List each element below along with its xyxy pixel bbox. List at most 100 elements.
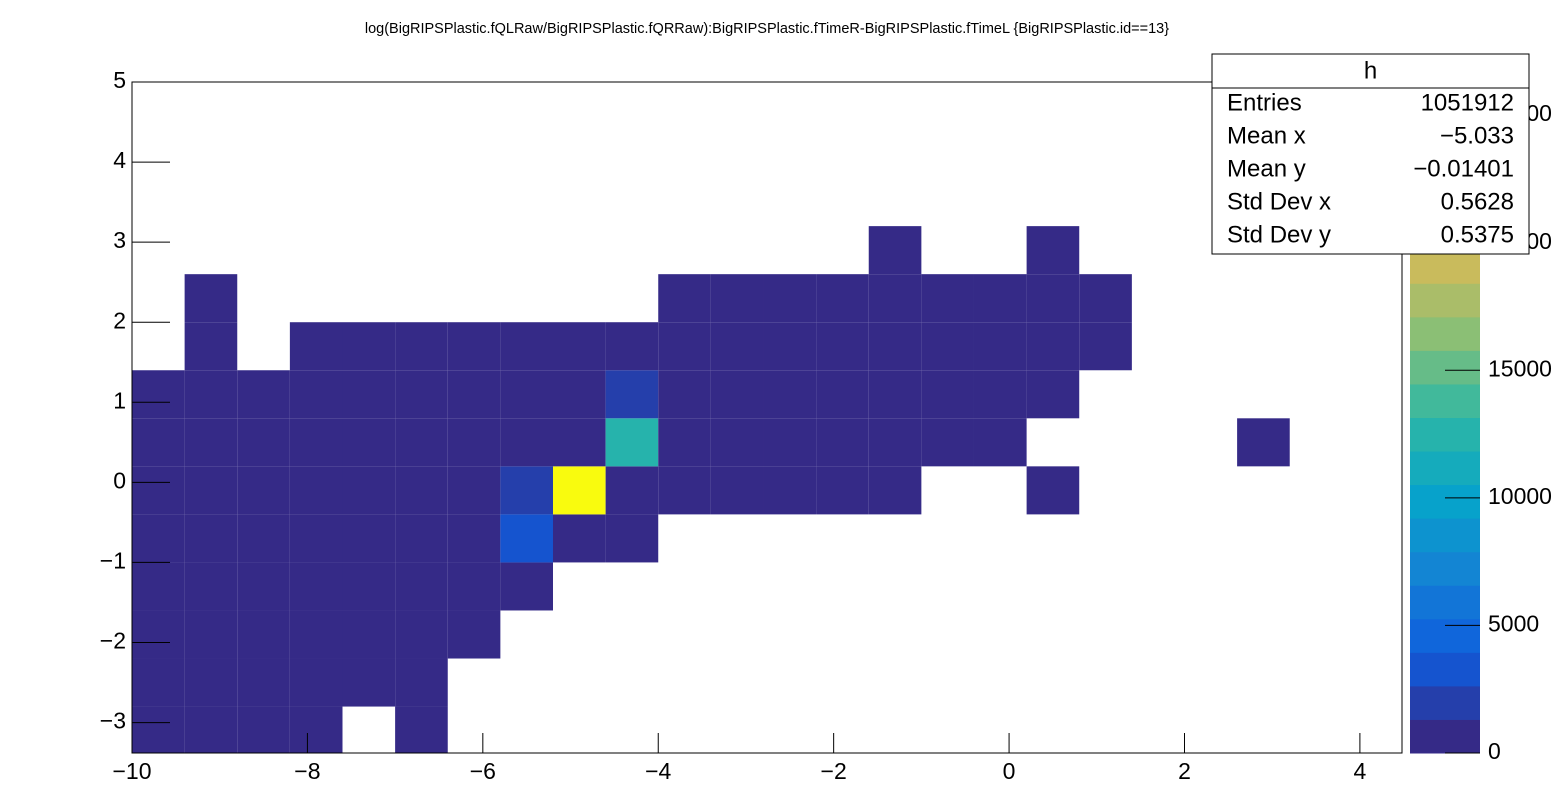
cell <box>606 130 659 178</box>
cell <box>132 466 185 515</box>
cell <box>763 610 816 658</box>
cell <box>552 322 606 371</box>
cell <box>448 707 501 755</box>
cell <box>658 322 711 371</box>
cell <box>869 659 922 707</box>
cell <box>658 130 711 178</box>
cell <box>395 82 448 130</box>
cell <box>1342 322 1395 370</box>
cell <box>711 82 764 130</box>
cell <box>1237 466 1290 514</box>
cell <box>816 274 869 323</box>
cell <box>342 418 396 467</box>
cell <box>1027 659 1080 707</box>
cell <box>185 226 238 274</box>
cell <box>184 658 238 707</box>
cell <box>185 178 238 226</box>
cell <box>184 370 238 419</box>
y-tick-label: 1 <box>113 387 126 413</box>
cell <box>763 274 817 323</box>
cell <box>711 610 764 658</box>
cell <box>132 82 185 130</box>
cell <box>553 562 606 610</box>
palette-band <box>1410 719 1480 754</box>
cell <box>1079 466 1132 514</box>
cell <box>1290 370 1343 418</box>
cell <box>1132 226 1185 274</box>
stats-label: Mean y <box>1227 155 1306 182</box>
stats-label: Mean x <box>1227 122 1306 149</box>
cell <box>1184 370 1237 418</box>
cell <box>1132 322 1185 370</box>
cell <box>606 610 659 658</box>
cell <box>448 82 501 130</box>
cell <box>132 226 185 274</box>
cell <box>1184 610 1237 658</box>
cell <box>237 658 290 707</box>
cell <box>658 82 711 130</box>
cell <box>1026 466 1080 515</box>
cell <box>553 707 606 755</box>
cell <box>1342 514 1395 562</box>
cell <box>763 82 816 130</box>
plot-frame <box>131 81 1403 754</box>
cell <box>552 514 606 563</box>
cell <box>500 226 553 274</box>
cell <box>132 418 185 467</box>
cell <box>1237 610 1290 658</box>
cell <box>1290 466 1343 514</box>
cell <box>184 706 238 753</box>
palette-band <box>1410 350 1480 385</box>
cell <box>553 659 606 707</box>
cell <box>395 610 448 659</box>
cell <box>816 130 869 178</box>
cell <box>1132 707 1185 755</box>
cell <box>290 130 343 178</box>
cell <box>342 658 396 707</box>
cell <box>395 178 448 226</box>
cell <box>500 466 553 515</box>
cell <box>921 610 974 658</box>
y-tick-label: −1 <box>100 548 126 574</box>
cell <box>816 707 869 755</box>
cell <box>605 514 659 563</box>
cell <box>605 322 659 371</box>
cell <box>1132 610 1185 658</box>
cell <box>974 226 1027 274</box>
cell <box>1079 659 1132 707</box>
cell <box>816 370 869 419</box>
chart-title: log(BigRIPSPlastic.fQLRaw/BigRIPSPlastic… <box>365 21 1169 37</box>
cell <box>1184 418 1237 466</box>
cell <box>816 610 869 658</box>
cell <box>500 178 553 226</box>
cell <box>1237 514 1290 562</box>
cell <box>1184 707 1237 755</box>
cell <box>921 82 974 130</box>
cell <box>1342 466 1395 514</box>
cell <box>973 370 1027 419</box>
cell <box>184 514 238 563</box>
x-tick-label: −10 <box>112 758 151 784</box>
cell <box>606 659 659 707</box>
cell <box>448 274 501 322</box>
cell <box>1027 707 1080 755</box>
cell <box>711 562 764 610</box>
cell <box>816 514 869 562</box>
cell <box>448 178 501 226</box>
cell <box>237 130 290 178</box>
cell <box>448 659 501 707</box>
cell <box>237 514 290 563</box>
cell <box>184 610 238 659</box>
palette-band <box>1410 551 1480 586</box>
cell <box>710 322 764 371</box>
cell <box>342 322 396 371</box>
cell <box>1290 707 1343 755</box>
stats-value: 1051912 <box>1421 89 1514 116</box>
cell <box>289 562 343 611</box>
cell <box>974 178 1027 226</box>
cell <box>1079 322 1132 371</box>
stats-value: −5.033 <box>1440 122 1514 149</box>
cell <box>289 466 343 515</box>
cell <box>553 226 606 274</box>
cell <box>290 178 343 226</box>
